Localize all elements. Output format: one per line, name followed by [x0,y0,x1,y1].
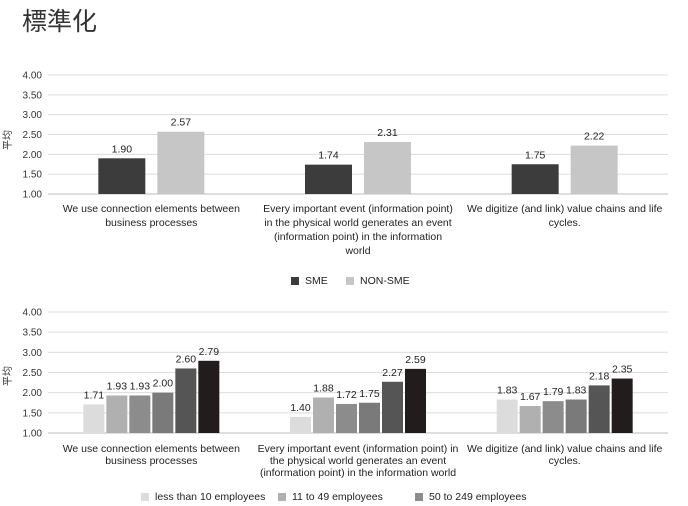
legend-swatch [415,493,423,501]
bar [157,131,205,194]
legend-swatch [141,493,149,501]
y-axis-title: 平均 [2,130,14,150]
bar [511,164,559,194]
y-tick-label: 2.50 [23,368,43,379]
data-label: 1.75 [359,388,380,400]
y-tick-label: 2.00 [23,388,43,399]
y-tick-label: 1.00 [23,429,43,440]
y-tick-label: 4.00 [23,308,43,319]
category-label: We use connection elements between [63,443,240,455]
bar [570,145,618,194]
category-label: We use connection elements between [63,203,240,215]
category-label: Every important event (information point… [263,203,453,215]
data-label: 1.90 [112,143,133,155]
data-label: 1.93 [107,380,128,392]
legend-label: NON-SME [360,275,410,287]
legend-label: less than 10 employees [155,491,265,503]
y-tick-label: 1.50 [23,408,43,419]
bar [198,360,220,433]
data-label: 1.83 [497,385,518,397]
bar [364,142,411,194]
bar [290,416,311,433]
data-label: 2.57 [171,117,192,129]
legend-label: 50 to 249 employees [429,491,526,503]
legend-swatch [291,277,299,285]
data-label: 1.72 [336,389,357,401]
category-label: (information point) in the information [274,231,442,243]
y-axis-title: 平均 [2,366,14,386]
category-label: (information point) in the information w… [260,467,456,479]
bar [336,403,357,433]
bar [496,399,518,433]
bar [519,405,541,433]
page-title: 標準化 [22,7,98,36]
category-label: We digitize (and link) value chains and … [467,443,662,455]
data-label: 1.74 [318,150,339,162]
data-label: 2.79 [199,346,220,358]
data-label: 1.83 [566,385,587,397]
data-label: 2.35 [612,364,633,376]
data-label: 2.18 [589,370,610,382]
bar [313,397,334,433]
y-tick-label: 4.00 [23,71,43,82]
data-label: 2.60 [176,353,197,365]
data-label: 2.00 [153,378,174,390]
y-tick-label: 2.00 [23,150,43,161]
data-label: 1.71 [84,389,105,401]
bar [359,402,380,433]
y-tick-label: 3.50 [23,90,43,101]
data-label: 1.40 [290,402,311,414]
data-label: 1.67 [520,391,541,403]
y-tick-label: 2.50 [23,130,43,141]
category-label: Every important event (information point… [258,443,459,455]
bar [98,158,146,194]
bar [611,378,633,433]
chart-1: 平均 1.00 1.50 2.00 2.50 3.00 3.50 4.00 1.90 2.57 We… [2,71,668,287]
y-tick-label: 3.50 [23,328,43,339]
bar [83,404,105,433]
bar [129,395,151,433]
legend-label: SME [305,275,328,287]
data-label: 2.27 [382,367,403,379]
chart-2: 平均1.001.502.002.503.003.504.001.711.93 1.… [2,308,668,503]
bar [382,381,403,433]
bar [106,395,128,433]
data-label: 1.88 [313,383,334,395]
bar [305,164,352,194]
data-label: 2.59 [405,354,426,366]
y-tick-label: 3.00 [23,348,43,359]
bar [405,368,426,433]
bar [588,385,610,433]
bar [542,401,564,433]
category-label: the physical world generates an event [270,455,446,467]
y-tick-label: 3.00 [23,110,43,121]
data-label: 1.93 [130,380,151,392]
legend-label: 11 to 49 employees [292,491,383,503]
legend-swatch [278,493,286,501]
category-label: world [344,245,370,257]
data-label: 1.75 [525,149,546,161]
y-tick-label: 1.50 [23,170,43,181]
data-label: 1.79 [543,386,564,398]
data-label: 2.22 [584,131,605,143]
category-label: cycles. [549,455,581,467]
category-label: cycles. [549,217,581,229]
bar [175,368,197,433]
data-label: 2.31 [377,127,398,139]
y-tick-label: 1.00 [23,190,43,201]
category-label: We digitize (and link) value chains and … [467,203,662,215]
category-label: in the physical world generates an event [264,217,451,229]
category-label: business processes [105,455,197,467]
legend-swatch [346,277,354,285]
bar [152,392,174,433]
category-label: business processes [105,217,197,229]
bar [565,399,587,433]
